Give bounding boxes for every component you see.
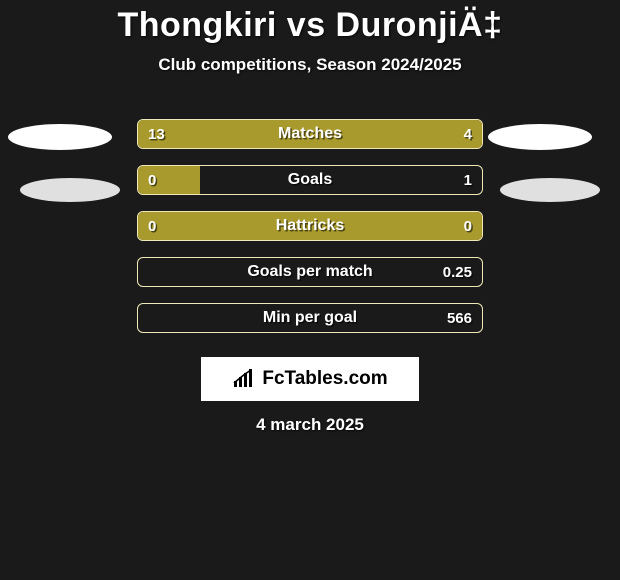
metric-label: Min per goal <box>138 304 482 332</box>
brand-badge[interactable]: FcTables.com <box>201 357 419 401</box>
metric-row: Goals01 <box>0 157 620 203</box>
metric-rows: Matches134 Goals01 Hattricks00 Goals per ma… <box>0 111 620 341</box>
date-text: 4 march 2025 <box>0 415 620 435</box>
metric-value-right: 1 <box>464 166 472 194</box>
comparison-card: Thongkiri vs DuronjiÄ‡ Club competitions… <box>0 0 620 580</box>
page-title: Thongkiri vs DuronjiÄ‡ <box>0 6 620 45</box>
brand-text: FcTables.com <box>262 368 387 390</box>
metric-bar: Goals01 <box>137 165 483 195</box>
metric-bar-left-fill <box>138 166 200 194</box>
metric-bar: Hattricks00 <box>137 211 483 241</box>
brand-chart-icon <box>232 369 258 389</box>
metric-bar-left-fill <box>138 120 401 148</box>
metric-row: Min per goal566 <box>0 295 620 341</box>
metric-bar-left-fill <box>138 212 482 240</box>
metric-bar: Goals per match0.25 <box>137 257 483 287</box>
metric-row: Hattricks00 <box>0 203 620 249</box>
metric-bar: Min per goal566 <box>137 303 483 333</box>
metric-row: Goals per match0.25 <box>0 249 620 295</box>
metric-value-right: 566 <box>447 304 472 332</box>
metric-row: Matches134 <box>0 111 620 157</box>
page-subtitle: Club competitions, Season 2024/2025 <box>0 55 620 75</box>
metric-value-right: 0.25 <box>443 258 472 286</box>
metric-label: Goals per match <box>138 258 482 286</box>
metric-bar: Matches134 <box>137 119 483 149</box>
metric-bar-right-fill <box>401 120 482 148</box>
